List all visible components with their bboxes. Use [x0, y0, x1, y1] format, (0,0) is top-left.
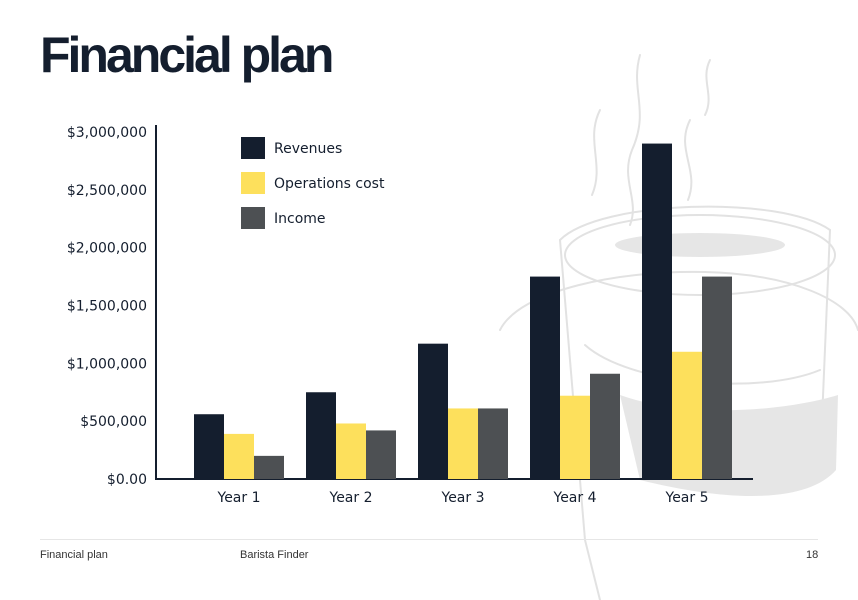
y-tick-label: $500,000 — [80, 414, 147, 430]
legend-label: Income — [274, 211, 326, 227]
bar-income — [590, 373, 620, 479]
bar-income — [478, 408, 508, 479]
legend-swatch — [241, 172, 265, 194]
bar-operations-cost — [224, 433, 254, 479]
legend-swatch — [241, 207, 265, 229]
bar-income — [366, 430, 396, 479]
x-tick-label: Year 5 — [665, 490, 709, 506]
bar-income — [254, 455, 284, 479]
y-tick-label: $3,000,000 — [67, 125, 147, 141]
page-number: 18 — [806, 549, 819, 561]
bar-revenues — [642, 143, 672, 480]
x-tick-label: Year 4 — [553, 490, 597, 506]
bar-revenues — [306, 392, 336, 479]
bar-revenues — [418, 343, 448, 479]
bar-operations-cost — [336, 423, 366, 479]
bar-operations-cost — [560, 395, 590, 479]
y-tick-label: $1,000,000 — [67, 356, 147, 372]
legend-label: Operations cost — [274, 176, 385, 192]
page-title: Financial plan — [40, 27, 334, 83]
bar-operations-cost — [672, 351, 702, 479]
bar-income — [702, 276, 732, 479]
footer-divider — [40, 539, 818, 540]
y-tick-label: $2,000,000 — [67, 241, 147, 257]
x-tick-label: Year 2 — [329, 490, 373, 506]
legend-label: Revenues — [274, 141, 342, 157]
legend-swatch — [241, 137, 265, 159]
y-tick-label: $2,500,000 — [67, 183, 147, 199]
bar-operations-cost — [448, 408, 478, 479]
bar-revenues — [530, 276, 560, 479]
footer-company-name: Barista Finder — [240, 549, 309, 561]
y-tick-label: $1,500,000 — [67, 299, 147, 315]
footer-section-label: Financial plan — [40, 549, 108, 561]
x-tick-label: Year 3 — [441, 490, 485, 506]
bar-revenues — [194, 414, 224, 479]
y-tick-label: $0.00 — [107, 472, 147, 488]
x-tick-label: Year 1 — [217, 490, 261, 506]
